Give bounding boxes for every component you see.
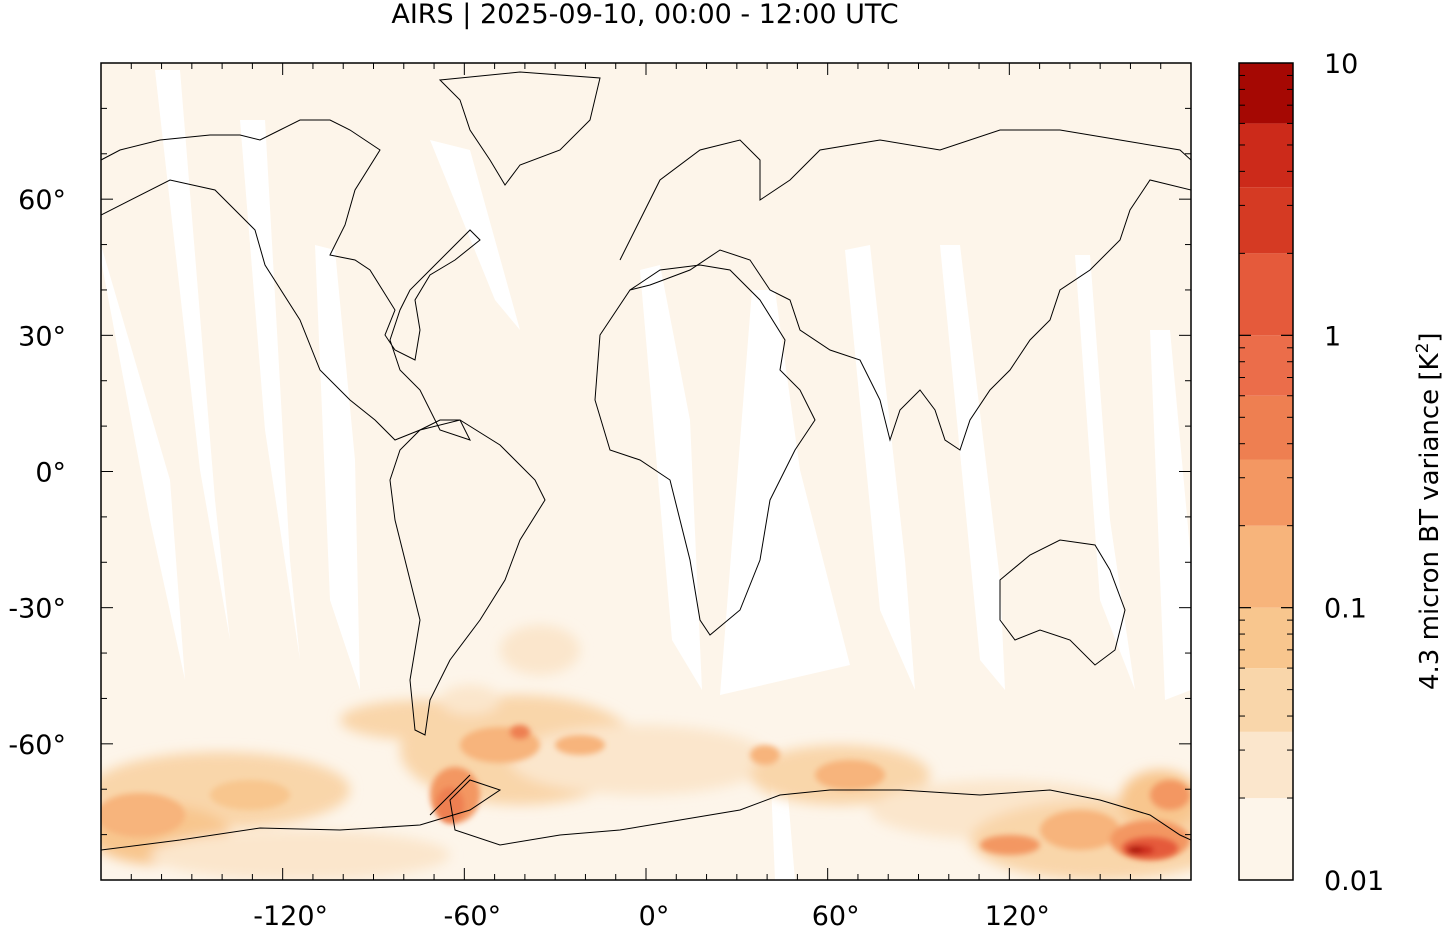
lat-tick-label: 60° — [18, 185, 66, 216]
swath-gap — [940, 245, 1005, 690]
colorbar-levels — [1239, 63, 1293, 880]
lon-tick-label: 0° — [639, 901, 670, 930]
colorbar-level — [1239, 187, 1293, 254]
variance-field-mid — [101, 727, 1190, 860]
colorbar-level — [1239, 668, 1293, 732]
longitude-labels: -120° -60° 0° 60° 120° — [253, 901, 1050, 930]
coastline-europe-africa — [594, 264, 816, 636]
coastlines — [101, 71, 1191, 851]
swath-gap — [240, 120, 300, 660]
colorbar-ticks — [1239, 62, 1293, 881]
lon-tick-label: 60° — [812, 901, 860, 930]
colorbar-tick-label: 1 — [1324, 321, 1341, 352]
coastline-greenland — [438, 71, 601, 186]
colorbar-tick-labels: 10 1 0.1 0.01 — [1324, 49, 1384, 897]
colorbar-level — [1239, 335, 1293, 396]
coastline-antarctic-peninsula — [429, 774, 471, 816]
coastline-australia — [999, 539, 1126, 666]
colorbar-level — [1239, 731, 1293, 799]
lon-tick-label: -60° — [444, 901, 502, 930]
colorbar-frame — [1238, 62, 1294, 881]
swath-gap — [315, 245, 360, 690]
colorbar-level — [1239, 395, 1293, 460]
lat-tick-label: 30° — [18, 321, 66, 352]
colorbar-level — [1239, 798, 1293, 880]
latitude-labels: 60° 30° 0° -30° -60° — [8, 185, 66, 761]
swath-gap — [845, 245, 915, 690]
swath-gap — [640, 265, 702, 690]
swath-gap — [1075, 255, 1135, 690]
lat-tick-label: -30° — [8, 594, 66, 625]
colorbar-level — [1239, 253, 1293, 336]
map-ticks — [100, 62, 1192, 881]
swath-gap — [155, 70, 230, 640]
coastline-north-america — [101, 119, 481, 441]
colorbar-label: 4.3 micron BT variance [K2] — [1413, 332, 1442, 690]
colorbar-tick-label: 0.01 — [1324, 866, 1384, 897]
colorbar: 10 1 0.1 0.01 4.3 micron BT variance [K2] — [1238, 49, 1442, 897]
lon-tick-label: 120° — [985, 901, 1050, 930]
colorbar-level — [1239, 459, 1293, 526]
colorbar-level — [1239, 63, 1293, 124]
swath-gap — [720, 290, 850, 695]
colorbar-tick-label: 0.1 — [1324, 594, 1367, 625]
map-panel[interactable] — [90, 63, 1230, 880]
lat-tick-label: 0° — [35, 458, 66, 489]
colorbar-level — [1239, 123, 1293, 188]
swath-gap — [101, 245, 185, 680]
lon-tick-label: -120° — [253, 901, 328, 930]
plot-title: AIRS | 2025-09-10, 00:00 - 12:00 UTC — [391, 0, 899, 30]
lat-tick-label: -60° — [8, 730, 66, 761]
colorbar-level — [1239, 525, 1293, 608]
colorbar-level — [1239, 607, 1293, 669]
coastline-antarctica — [101, 779, 1191, 851]
coastline-eurasia — [619, 129, 1191, 451]
colorbar-tick-label: 10 — [1324, 49, 1358, 80]
coastline-south-america — [389, 419, 546, 736]
